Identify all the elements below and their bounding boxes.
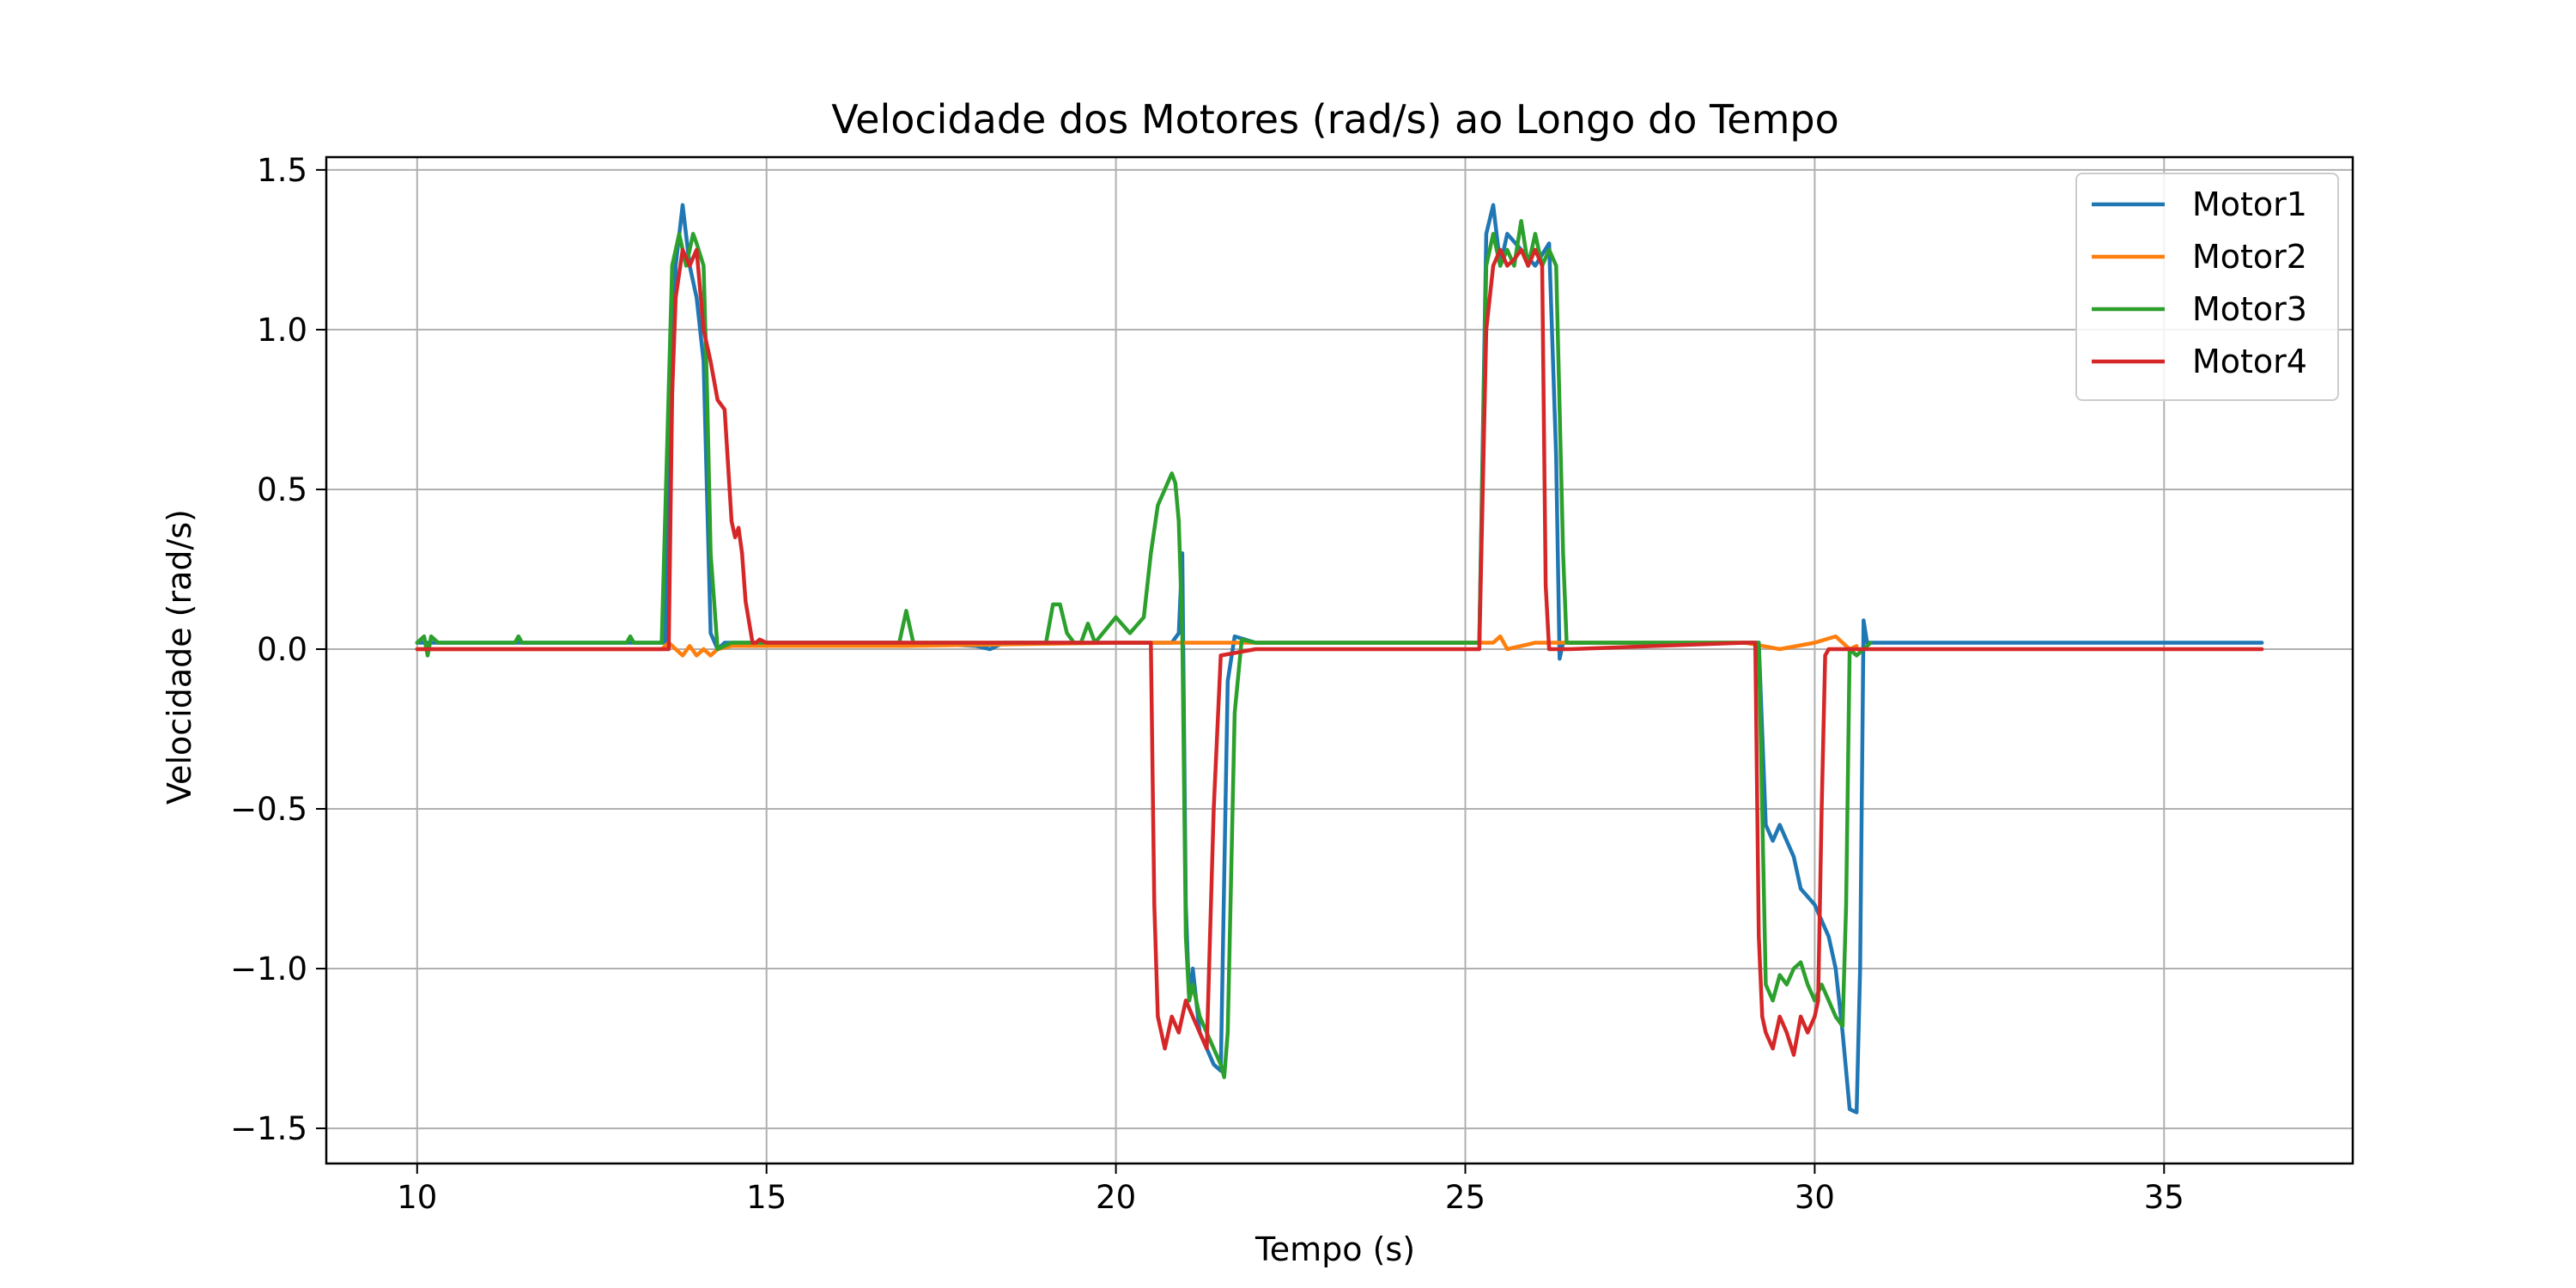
chart-title: Velocidade dos Motores (rad/s) ao Longo … (831, 96, 1838, 143)
series-line-motor4 (415, 247, 2264, 1057)
y-tick-label: 1.5 (257, 152, 307, 189)
y-tick-label: 0.5 (257, 471, 307, 508)
legend-label-motor2: Motor2 (2192, 238, 2307, 276)
legend: Motor1 Motor2 Motor3 Motor4 (2075, 173, 2339, 401)
y-tick-label: 0.0 (257, 631, 307, 668)
x-tick-label: 10 (397, 1179, 437, 1216)
x-tick-label: 25 (1445, 1179, 1485, 1216)
x-tick-label: 20 (1096, 1179, 1136, 1216)
series-layer (415, 203, 2264, 1115)
x-tick-label: 15 (746, 1179, 787, 1216)
x-tick-label: 35 (2144, 1179, 2184, 1216)
x-axis-label: Tempo (s) (1255, 1230, 1415, 1268)
series-line-motor3 (415, 219, 1873, 1079)
plot-frame (325, 155, 2354, 1165)
y-tick-label: 1.0 (257, 312, 307, 349)
legend-label-motor4: Motor4 (2192, 343, 2307, 380)
y-tick-label: −0.5 (230, 791, 307, 828)
legend-label-motor1: Motor1 (2192, 185, 2307, 223)
y-tick-label: −1.5 (230, 1110, 307, 1147)
legend-label-motor3: Motor3 (2192, 290, 2307, 328)
ticks: 10 15 20 25 30 35 −1.5 −1.0 −0.5 0.0 0.5 1.0 1.5 (230, 152, 2184, 1216)
legend-box (2075, 173, 2339, 401)
x-tick-label: 30 (1795, 1179, 1835, 1216)
y-tick-label: −1.0 (230, 951, 307, 987)
y-axis-label: Velocidade (rad/s) (161, 509, 198, 805)
